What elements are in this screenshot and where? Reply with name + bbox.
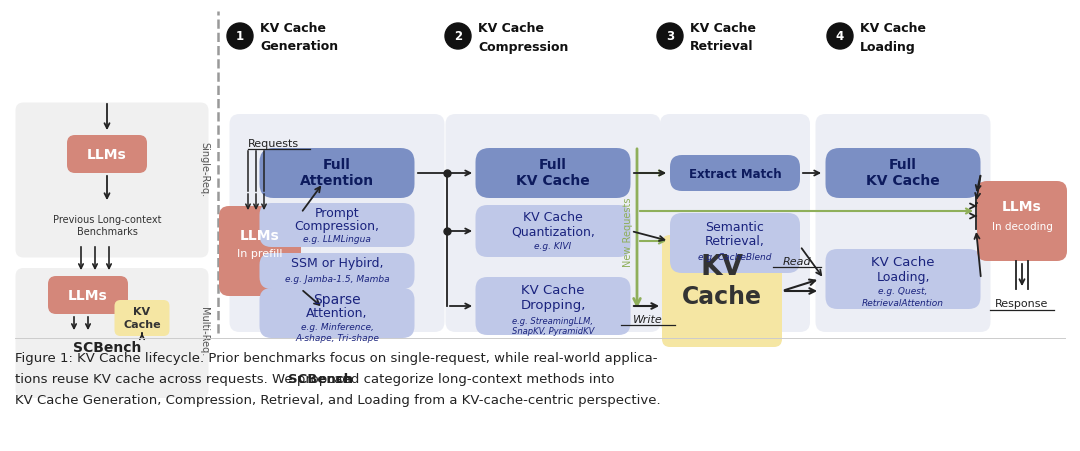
Text: KV: KV <box>134 306 150 316</box>
FancyBboxPatch shape <box>475 277 631 335</box>
Text: KV Cache: KV Cache <box>516 174 590 188</box>
Text: Read: Read <box>783 257 811 267</box>
Text: Quantization,: Quantization, <box>511 225 595 238</box>
Text: 4: 4 <box>836 30 845 43</box>
Text: KV Cache: KV Cache <box>522 283 584 296</box>
Text: Single-Req.: Single-Req. <box>199 142 210 197</box>
FancyBboxPatch shape <box>259 149 415 198</box>
Text: SnapKV, PyramidKV: SnapKV, PyramidKV <box>512 327 594 336</box>
Text: e.g. Minference,: e.g. Minference, <box>300 323 374 332</box>
Text: LLMs: LLMs <box>68 288 108 302</box>
Text: Attention: Attention <box>300 174 374 188</box>
FancyBboxPatch shape <box>48 276 129 314</box>
Text: e.g. KIVI: e.g. KIVI <box>535 242 571 251</box>
FancyBboxPatch shape <box>815 115 990 332</box>
Text: KV Cache: KV Cache <box>866 174 940 188</box>
Text: SSM or Hybird,: SSM or Hybird, <box>291 257 383 270</box>
FancyBboxPatch shape <box>825 149 981 198</box>
Circle shape <box>445 24 471 50</box>
FancyBboxPatch shape <box>259 203 415 248</box>
Text: KV Cache: KV Cache <box>523 211 583 224</box>
Text: LLMs: LLMs <box>87 147 126 161</box>
Circle shape <box>657 24 683 50</box>
Text: Figure 1: KV Cache lifecycle. Prior benchmarks focus on single-request, while re: Figure 1: KV Cache lifecycle. Prior benc… <box>15 352 658 365</box>
Text: KV Cache: KV Cache <box>478 23 544 36</box>
Text: RetrievalAttention: RetrievalAttention <box>862 298 944 307</box>
Text: Prompt: Prompt <box>314 207 360 220</box>
Text: LLMs: LLMs <box>1002 199 1042 213</box>
Text: e.g. Quest,: e.g. Quest, <box>878 287 928 296</box>
Text: Loading,: Loading, <box>876 270 930 283</box>
Text: e.g. Jamba-1.5, Mamba: e.g. Jamba-1.5, Mamba <box>285 274 389 283</box>
Text: tions reuse KV cache across requests. We propose: tions reuse KV cache across requests. We… <box>15 373 354 386</box>
FancyBboxPatch shape <box>229 115 445 332</box>
Circle shape <box>227 24 253 50</box>
FancyBboxPatch shape <box>660 115 810 332</box>
FancyBboxPatch shape <box>670 156 800 192</box>
Circle shape <box>827 24 853 50</box>
Text: Compression: Compression <box>478 41 568 53</box>
Text: e.g. StreamingLLM,: e.g. StreamingLLM, <box>513 316 594 325</box>
FancyBboxPatch shape <box>15 268 208 398</box>
Text: e.g. LLMLingua: e.g. LLMLingua <box>303 235 370 244</box>
FancyBboxPatch shape <box>825 249 981 309</box>
FancyBboxPatch shape <box>259 288 415 338</box>
Text: Full: Full <box>323 158 351 172</box>
Text: LLMs: LLMs <box>240 229 280 243</box>
Text: Cache: Cache <box>123 319 161 329</box>
FancyBboxPatch shape <box>977 182 1067 262</box>
FancyBboxPatch shape <box>662 235 782 347</box>
Text: SCBench: SCBench <box>288 373 353 386</box>
Text: Dropping,: Dropping, <box>521 298 585 311</box>
FancyBboxPatch shape <box>15 103 208 258</box>
Text: A-shape, Tri-shape: A-shape, Tri-shape <box>295 334 379 343</box>
FancyBboxPatch shape <box>475 206 631 258</box>
FancyBboxPatch shape <box>67 136 147 174</box>
FancyBboxPatch shape <box>446 115 661 332</box>
Text: KV Cache: KV Cache <box>860 23 926 36</box>
Text: and categorize long-context methods into: and categorize long-context methods into <box>330 373 615 386</box>
Text: Loading: Loading <box>860 41 916 53</box>
Text: Full: Full <box>889 158 917 172</box>
Text: Attention,: Attention, <box>307 307 368 320</box>
Text: Retrieval: Retrieval <box>690 41 754 53</box>
Text: Cache: Cache <box>681 285 762 308</box>
Text: Retrieval,: Retrieval, <box>705 235 765 248</box>
Text: Sparse: Sparse <box>313 292 361 306</box>
FancyBboxPatch shape <box>670 213 800 273</box>
Text: Benchmarks: Benchmarks <box>77 226 137 236</box>
Text: 3: 3 <box>666 30 674 43</box>
Text: In prefill: In prefill <box>238 249 283 258</box>
FancyBboxPatch shape <box>475 149 631 198</box>
FancyBboxPatch shape <box>114 300 170 336</box>
Text: Full: Full <box>539 158 567 172</box>
Text: KV Cache: KV Cache <box>690 23 756 36</box>
Text: Semantic: Semantic <box>705 221 765 234</box>
Text: e.g. CacheBlend: e.g. CacheBlend <box>699 252 772 261</box>
Text: Response: Response <box>996 299 1049 308</box>
Text: Extract Match: Extract Match <box>689 167 781 180</box>
Text: KV: KV <box>701 253 743 281</box>
FancyBboxPatch shape <box>259 253 415 290</box>
FancyBboxPatch shape <box>219 207 301 296</box>
Text: Generation: Generation <box>260 41 338 53</box>
Text: New Requests: New Requests <box>623 197 633 266</box>
Text: SCBench: SCBench <box>72 340 141 354</box>
Text: 2: 2 <box>454 30 462 43</box>
Text: Write: Write <box>633 314 663 324</box>
Text: 1: 1 <box>235 30 244 43</box>
Text: Previous Long-context: Previous Long-context <box>53 215 161 225</box>
Text: KV Cache Generation, Compression, Retrieval, and Loading from a KV-cache-centric: KV Cache Generation, Compression, Retrie… <box>15 394 661 407</box>
Text: KV Cache: KV Cache <box>872 255 935 268</box>
Text: KV Cache: KV Cache <box>260 23 326 36</box>
Text: Multi-Req.: Multi-Req. <box>199 307 210 356</box>
Text: In decoding: In decoding <box>991 221 1052 231</box>
Text: Compression,: Compression, <box>295 220 379 233</box>
Text: Requests: Requests <box>248 139 299 149</box>
